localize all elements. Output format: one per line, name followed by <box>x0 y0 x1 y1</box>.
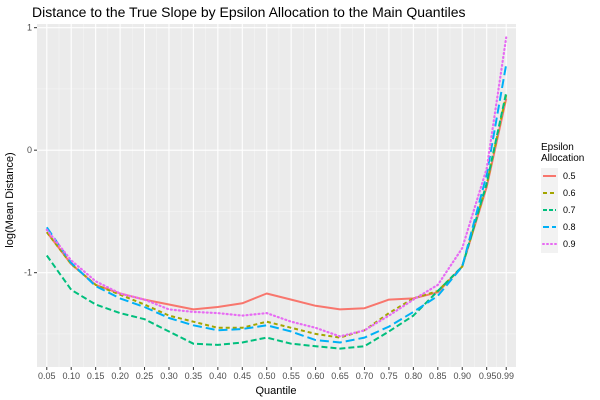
legend-title-line2: Allocation <box>541 153 584 164</box>
y-tick-label: -1 <box>24 268 32 278</box>
x-tick-label: 0.55 <box>282 371 300 381</box>
legend-label: 0.5 <box>563 171 576 181</box>
x-tick-label: 0.30 <box>160 371 178 381</box>
x-tick-label: 0.05 <box>38 371 56 381</box>
x-tick-label: 0.950.99 <box>479 371 514 381</box>
x-tick-label: 0.60 <box>307 371 325 381</box>
x-axis-ticks: 0.05 0.10 0.15 0.20 0.25 0.30 0.35 0.40 0.45 0.50… <box>38 367 514 381</box>
legend-key-bg <box>541 236 558 253</box>
x-tick-label: 0.50 <box>258 371 276 381</box>
y-tick-label: 0 <box>27 145 32 155</box>
x-tick-label: 0.10 <box>62 371 80 381</box>
x-tick-label: 0.80 <box>405 371 423 381</box>
legend-key-bg <box>541 219 558 236</box>
x-tick-label: 0.40 <box>209 371 227 381</box>
x-tick-label: 0.25 <box>136 371 154 381</box>
series-line-0-7 <box>45 92 508 350</box>
plot-panel <box>37 24 516 367</box>
legend-label: 0.9 <box>563 239 576 249</box>
y-axis-ticks: 1 0 -1 <box>24 23 37 278</box>
x-axis-title: Quantile <box>256 385 297 397</box>
x-tick-label: 0.35 <box>185 371 203 381</box>
x-tick-label: 0.90 <box>453 371 471 381</box>
x-tick-label: 0.85 <box>429 371 447 381</box>
legend-label: 0.6 <box>563 188 576 198</box>
legend-title-line1: Epsilon <box>541 142 574 153</box>
x-tick-label: 0.15 <box>87 371 105 381</box>
x-tick-label: 0.75 <box>380 371 398 381</box>
minor-gridlines <box>37 24 516 367</box>
x-tick-label: 0.70 <box>356 371 374 381</box>
y-axis-title: log(Mean Distance) <box>4 152 16 247</box>
chart-title: Distance to the True Slope by Epsilon Al… <box>32 4 465 20</box>
legend-items: 0.5 0.6 0.7 0.8 0.9 <box>541 168 576 253</box>
legend-label: 0.7 <box>563 205 576 215</box>
x-tick-label: 0.20 <box>111 371 129 381</box>
x-tick-label: 0.45 <box>234 371 252 381</box>
legend-label: 0.8 <box>563 222 576 232</box>
x-tick-label: 0.65 <box>331 371 349 381</box>
series-line-0-5 <box>46 98 508 311</box>
series-line-0-9 <box>45 36 508 338</box>
y-tick-label: 1 <box>27 23 32 33</box>
series-line-0-8 <box>45 64 508 344</box>
legend-key-bg <box>541 185 558 202</box>
series-lines <box>45 36 508 350</box>
legend: Epsilon Allocation 0.5 0.6 0.7 0.8 0.9 <box>541 142 584 253</box>
